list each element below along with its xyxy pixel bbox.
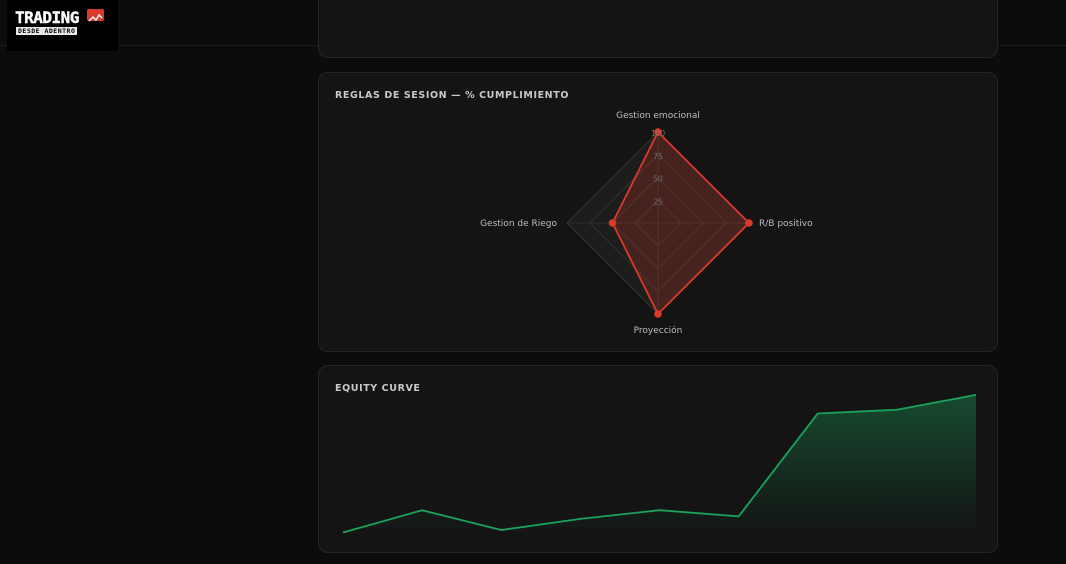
equity-card: EQUITY CURVE: [318, 365, 998, 553]
radar-point: [608, 219, 617, 227]
chart-icon: [87, 9, 104, 22]
radar-tick-label: 75: [653, 152, 663, 161]
radar-tick-label: 100: [651, 129, 666, 138]
radar-card-title: REGLAS DE SESION — % CUMPLIMIENTO: [335, 90, 569, 101]
radar-tick-label: 25: [653, 197, 663, 206]
equity-line: [342, 393, 977, 534]
previous-card: [318, 0, 998, 58]
radar-tick-label: 50: [653, 175, 663, 184]
equity-chart: [342, 393, 977, 535]
equity-area: [343, 394, 976, 535]
radar-point: [654, 310, 662, 318]
logo[interactable]: TRADING DESDE ADENTRO: [7, 0, 118, 51]
radar-point: [654, 128, 662, 136]
radar-axis-label: Proyección: [634, 325, 683, 336]
radar-card: REGLAS DE SESION — % CUMPLIMIENTO 25 50 75…: [318, 72, 998, 352]
logo-wordmark: TRADING: [15, 8, 80, 27]
radar-axis-label: R/B positivo: [759, 219, 813, 229]
radar-axis-label: Gestion emocional: [616, 111, 700, 121]
radar-point: [745, 219, 753, 227]
logo-subtitle: DESDE ADENTRO: [16, 27, 78, 35]
radar-chart: 25 50 75 100 Gestion emocional R/B positivo Pr…: [480, 111, 813, 336]
equity-card-title: EQUITY CURVE: [335, 383, 421, 394]
radar-axis-label: Gestion de Riego: [480, 219, 557, 229]
